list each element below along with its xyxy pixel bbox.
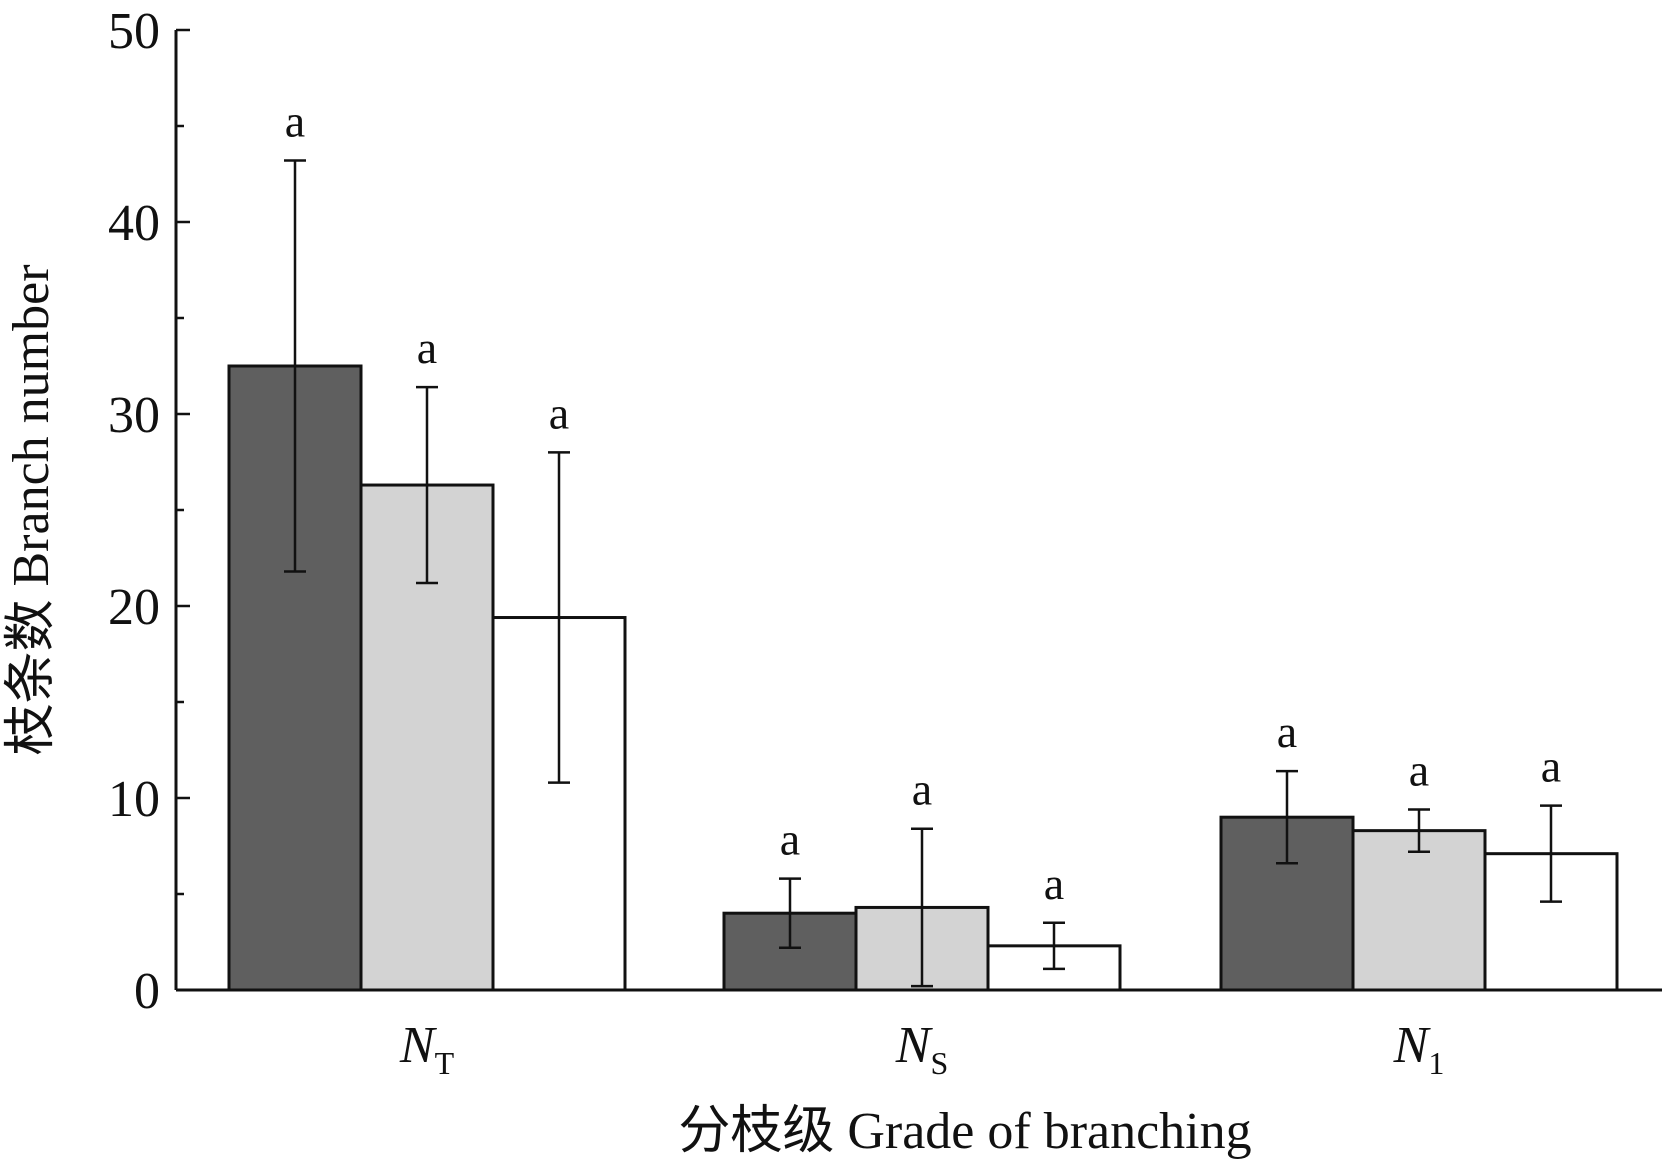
y-tick-label: 20 — [108, 579, 160, 636]
x-axis-title: 分枝级 Grade of branching — [678, 1103, 1251, 1160]
x-category-subscript: T — [435, 1045, 455, 1081]
x-category-label: NS — [895, 1017, 948, 1081]
y-tick-label: 50 — [108, 3, 160, 60]
significance-letter: a — [912, 764, 932, 815]
significance-letter: a — [285, 96, 305, 147]
y-axis-title: 枝条数 Branch number — [3, 264, 60, 755]
x-category-subscript: S — [930, 1045, 948, 1081]
significance-letter: a — [1044, 858, 1064, 909]
bar — [359, 483, 495, 992]
bar — [1351, 829, 1487, 992]
labels-layer: 分枝级 Grade of branching 枝条数 Branch number… — [3, 3, 1561, 1160]
error-bars-layer — [284, 159, 1562, 988]
x-category-main: N — [1393, 1017, 1432, 1074]
significance-letter: a — [1277, 706, 1297, 757]
significance-letter: a — [1541, 741, 1561, 792]
significance-letter: a — [780, 814, 800, 865]
x-category-main: N — [399, 1017, 438, 1074]
x-category-label: NT — [399, 1017, 455, 1081]
significance-letter: a — [1409, 745, 1429, 796]
y-tick-label: 40 — [108, 195, 160, 252]
y-tick-label: 0 — [134, 963, 160, 1020]
significance-letter: a — [549, 387, 569, 438]
x-category-subscript: 1 — [1428, 1045, 1444, 1081]
x-category-label: N1 — [1393, 1017, 1445, 1081]
y-tick-label: 30 — [108, 387, 160, 444]
x-category-main: N — [895, 1017, 934, 1074]
significance-letter: a — [417, 322, 437, 373]
y-tick-label: 10 — [108, 771, 160, 828]
